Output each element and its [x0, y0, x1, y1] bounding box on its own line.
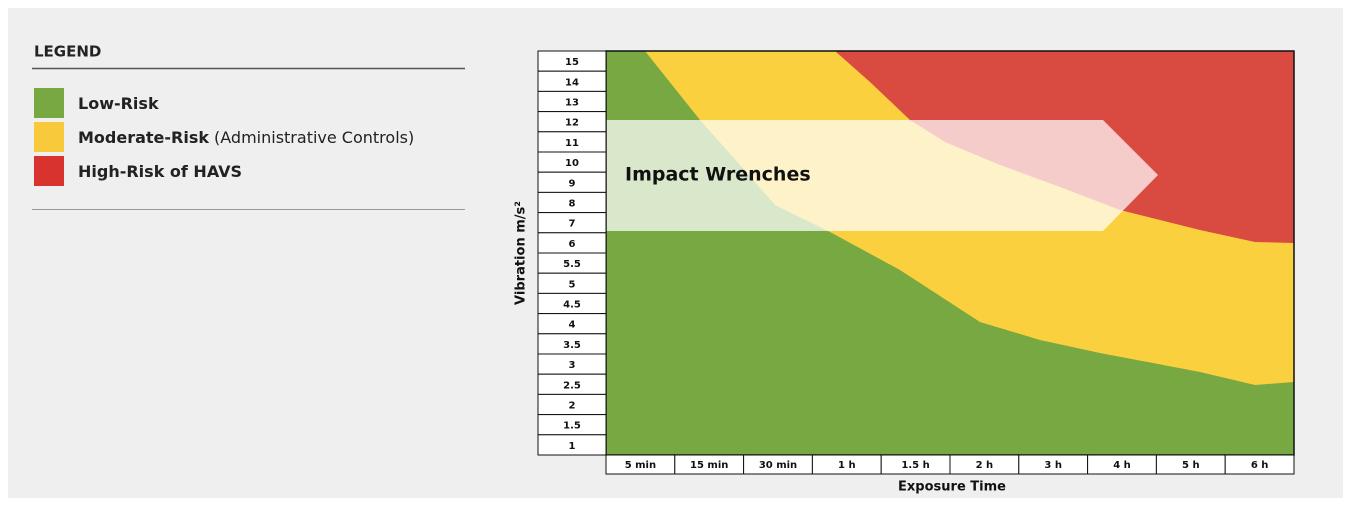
legend-swatch [34, 156, 64, 186]
legend-swatch [34, 88, 64, 118]
y-label: 2.5 [563, 380, 581, 391]
legend-label: High-Risk of HAVS [78, 162, 242, 181]
legend-label: Moderate-Risk (Administrative Controls) [78, 128, 414, 147]
annotation: Impact Wrenches [625, 164, 811, 186]
x-label: 5 h [1182, 460, 1200, 471]
y-label: 3.5 [563, 340, 581, 351]
x-label: 30 min [759, 460, 797, 471]
y-label: 1 [569, 441, 576, 452]
y-label: 5 [569, 279, 576, 290]
legend-note: (Administrative Controls) [214, 128, 414, 147]
y-label: 5.5 [563, 259, 581, 270]
legend: Low-Risk Moderate-Risk (Administrative Con… [34, 88, 414, 186]
y-label: 14 [565, 77, 579, 88]
legend-swatch [34, 122, 64, 152]
x-label: 1.5 h [901, 460, 929, 471]
x-label: 1 h [838, 460, 856, 471]
x-label: 6 h [1251, 460, 1269, 471]
y-label: 8 [569, 199, 576, 210]
y-label: 10 [565, 158, 579, 169]
x-label: 2 h [976, 460, 994, 471]
x-label: 4 h [1113, 460, 1131, 471]
y-label: 9 [569, 178, 576, 189]
chart: Impact Wrenches Exposure Time Vibration … [514, 50, 1295, 495]
legend-label-text: High-Risk of HAVS [78, 162, 242, 181]
y-label: 15 [565, 57, 579, 68]
x-label: 15 min [690, 460, 728, 471]
y-label: 4.5 [563, 300, 581, 311]
legend-title: LEGEND [34, 43, 101, 61]
y-label: 6 [569, 239, 576, 250]
y-label: 4 [569, 320, 576, 331]
legend-label: Low-Risk [78, 94, 159, 113]
y-axis-title: Vibration m/s² [514, 201, 529, 305]
y-label: 11 [565, 138, 579, 149]
y-label: 7 [569, 219, 576, 230]
y-label: 2 [569, 401, 576, 412]
annotation-arrow [606, 120, 1158, 231]
y-label: 1.5 [563, 421, 581, 432]
x-label: 5 min [625, 460, 656, 471]
x-axis-title: Exposure Time [898, 480, 1006, 495]
y-label: 3 [569, 360, 576, 371]
legend-label-text: Moderate-Risk [78, 128, 209, 147]
x-label-cell [1224, 454, 1295, 475]
legend-label-text: Low-Risk [78, 94, 159, 113]
y-label: 12 [565, 118, 579, 129]
y-label-cell [537, 434, 607, 456]
y-label: 13 [565, 98, 579, 109]
x-label: 3 h [1044, 460, 1062, 471]
